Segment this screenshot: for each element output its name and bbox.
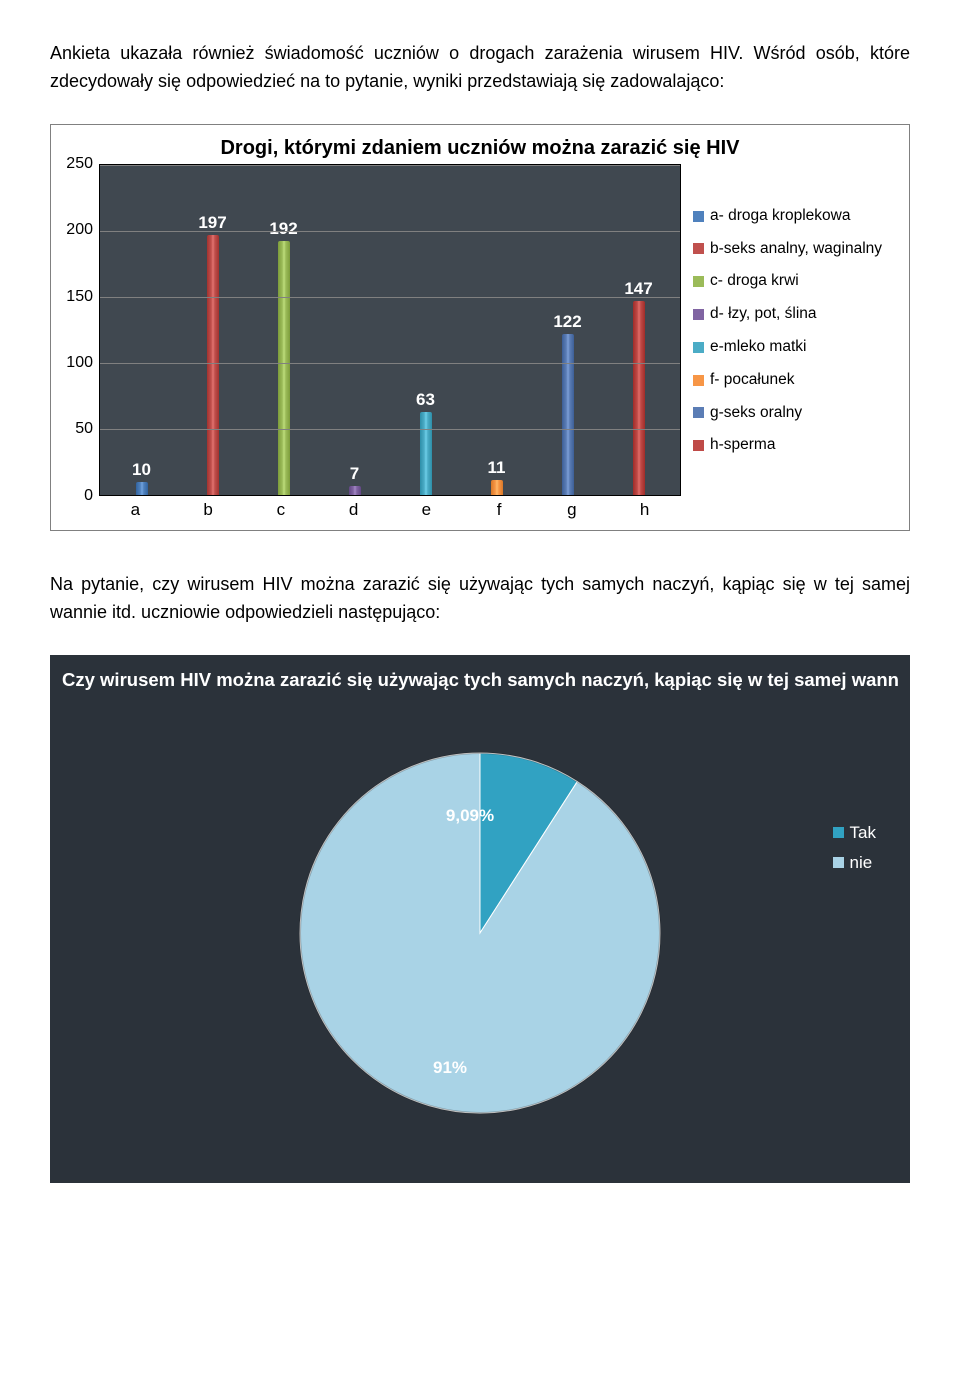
bar-chart-gridline: [100, 363, 680, 364]
bar-value-label: 147: [603, 279, 674, 299]
bar-value-label: 7: [319, 464, 390, 484]
bar-value-label: 122: [532, 312, 603, 332]
bar-legend-item: h-sperma: [693, 433, 899, 458]
pie-legend-item: Tak: [833, 823, 876, 843]
bar-value-label: 10: [106, 460, 177, 480]
pie-chart-plot: 9,09% 91%: [290, 743, 670, 1123]
legend-swatch: [833, 827, 844, 838]
bar-chart-x-tick: a: [99, 496, 172, 524]
bar: [136, 482, 148, 495]
bar-chart-y-tick: 250: [66, 155, 93, 173]
legend-swatch: [693, 440, 704, 451]
pie-slice-label: 9,09%: [446, 806, 494, 826]
legend-label: e-mleko matki: [710, 335, 806, 360]
pie-chart-container: Czy wirusem HIV można zarazić się używaj…: [50, 655, 910, 1183]
legend-swatch: [833, 857, 844, 868]
bar-value-label: 63: [390, 390, 461, 410]
bar-chart-y-tick: 50: [75, 420, 93, 438]
legend-swatch: [693, 407, 704, 418]
bar-legend-item: g-seks oralny: [693, 401, 899, 426]
bar-chart-x-tick: f: [463, 496, 536, 524]
bar: [562, 334, 574, 495]
pie-legend-item: nie: [833, 853, 876, 873]
legend-swatch: [693, 342, 704, 353]
bar-legend-item: d- łzy, pot, ślina: [693, 302, 899, 327]
legend-swatch: [693, 375, 704, 386]
intro-paragraph-2: Na pytanie, czy wirusem HIV można zarazi…: [50, 571, 910, 627]
pie-chart-legend: Tak nie: [833, 823, 876, 883]
bar-chart-y-axis: 050100150200250: [57, 164, 99, 496]
bar-slot: 11: [461, 165, 532, 495]
bar-chart-y-tick: 200: [66, 221, 93, 239]
bar-chart-legend: a- droga kroplekowa b-seks analny, wagina…: [681, 164, 903, 524]
bar-chart-y-tick: 150: [66, 288, 93, 306]
bar-chart-x-tick: d: [317, 496, 390, 524]
legend-label: f- pocałunek: [710, 368, 794, 393]
bar-chart-gridline: [100, 231, 680, 232]
legend-swatch: [693, 276, 704, 287]
bar-chart-container: Drogi, którymi zdaniem uczniów można zar…: [50, 124, 910, 531]
bar: [349, 486, 361, 495]
bar-chart-gridline: [100, 297, 680, 298]
bar-chart-x-tick: h: [608, 496, 681, 524]
bar-slot: 147: [603, 165, 674, 495]
legend-label: h-sperma: [710, 433, 775, 458]
bar-legend-item: f- pocałunek: [693, 368, 899, 393]
legend-label: nie: [850, 853, 873, 873]
bar-legend-item: e-mleko matki: [693, 335, 899, 360]
bar: [420, 412, 432, 495]
pie-svg: [290, 743, 670, 1123]
intro-paragraph-1: Ankieta ukazała również świadomość uczni…: [50, 40, 910, 96]
bar-slot: 197: [177, 165, 248, 495]
legend-label: Tak: [850, 823, 876, 843]
legend-swatch: [693, 243, 704, 254]
bar-slot: 7: [319, 165, 390, 495]
bar-slot: 10: [106, 165, 177, 495]
bar-value-label: 11: [461, 458, 532, 478]
legend-label: b-seks analny, waginalny: [710, 237, 882, 262]
bar-chart-title: Drogi, którymi zdaniem uczniów można zar…: [57, 131, 903, 164]
bar: [491, 480, 503, 495]
legend-label: a- droga kroplekowa: [710, 204, 850, 229]
legend-label: g-seks oralny: [710, 401, 802, 426]
bar-chart-x-tick: e: [390, 496, 463, 524]
bar-chart-x-tick: b: [172, 496, 245, 524]
bar-value-label: 197: [177, 213, 248, 233]
bar-chart-y-tick: 0: [84, 487, 93, 505]
pie-slice-label: 91%: [433, 1058, 467, 1078]
bar-legend-item: c- droga krwi: [693, 269, 899, 294]
pie-chart-title: Czy wirusem HIV można zarazić się używaj…: [60, 665, 900, 713]
bar-chart-x-axis: abcdefgh: [57, 496, 681, 524]
bar-value-label: 192: [248, 219, 319, 239]
bar-chart-gridline: [100, 165, 680, 166]
bar-slot: 192: [248, 165, 319, 495]
bar-chart-x-tick: g: [536, 496, 609, 524]
bar: [278, 241, 290, 494]
legend-label: c- droga krwi: [710, 269, 799, 294]
bar: [633, 301, 645, 495]
legend-label: d- łzy, pot, ślina: [710, 302, 817, 327]
bar-chart-plot-area: 10 197192 7 63 11 122147: [99, 164, 681, 496]
bar-legend-item: a- droga kroplekowa: [693, 204, 899, 229]
bar-slot: 63: [390, 165, 461, 495]
legend-swatch: [693, 211, 704, 222]
bar-chart-y-tick: 100: [66, 354, 93, 372]
bar-legend-item: b-seks analny, waginalny: [693, 237, 899, 262]
legend-swatch: [693, 309, 704, 320]
bar-chart-gridline: [100, 429, 680, 430]
bar-slot: 122: [532, 165, 603, 495]
bar: [207, 235, 219, 495]
bar-chart-x-tick: c: [245, 496, 318, 524]
